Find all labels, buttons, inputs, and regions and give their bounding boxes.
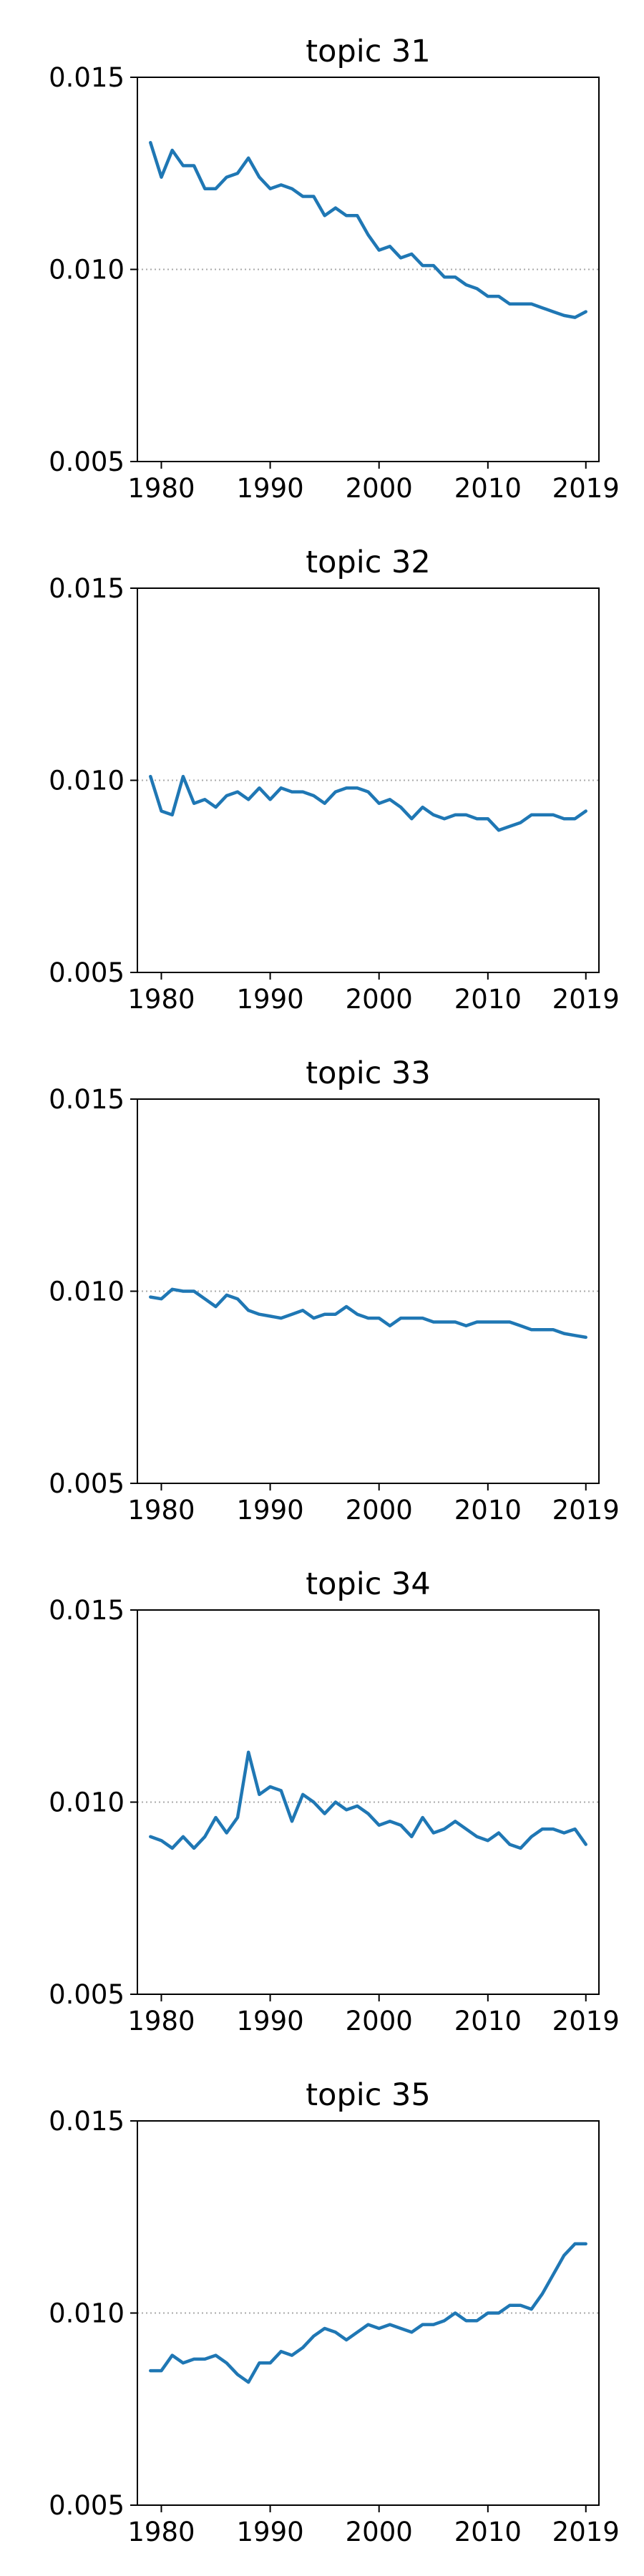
x-tick-label: 2019 [552,984,620,1015]
x-tick-label: 2000 [346,984,413,1015]
chart-title: topic 31 [306,34,430,69]
x-tick-label: 1990 [237,473,304,504]
series-line [149,1750,587,1850]
series-line [149,774,587,832]
y-tick-label: 0.010 [49,255,125,286]
chart-title: topic 33 [306,1055,430,1091]
series-line [149,141,587,319]
chart-panel: topic 35 0.005 0.010 0.015 1980 1990 2000 2010 2… [49,2077,620,2547]
y-tick-label: 0.015 [49,2106,125,2137]
y-tick-label: 0.005 [49,957,125,988]
chart-panel: topic 34 0.005 0.010 0.015 1980 1990 2000 2010 2… [49,1566,620,2036]
chart-title: topic 35 [306,2077,430,2113]
x-tick-label: 2019 [552,2006,620,2036]
y-tick-label: 0.005 [49,2490,125,2521]
y-tick-label: 0.015 [49,1595,125,1626]
y-tick-label: 0.005 [49,447,125,477]
x-tick-label: 2010 [454,2517,522,2547]
x-tick-label: 1990 [237,2517,304,2547]
chart-panel: topic 32 0.005 0.010 0.015 1980 1990 2000 2010 2… [49,545,620,1015]
chart-panel: topic 33 0.005 0.010 0.015 1980 1990 2000 2010 2… [49,1055,620,1526]
x-tick-label: 2010 [454,473,522,504]
x-tick-label: 1980 [127,473,195,504]
x-tick-label: 2019 [552,1495,620,1526]
y-tick-label: 0.005 [49,1979,125,2010]
x-tick-label: 2010 [454,1495,522,1526]
x-tick-label: 2000 [346,2006,413,2036]
x-tick-label: 1980 [127,984,195,1015]
x-tick-label: 2000 [346,2517,413,2547]
y-tick-label: 0.010 [49,2298,125,2329]
series-line [149,1287,587,1340]
y-tick-label: 0.010 [49,1277,125,1307]
series-line [149,2242,587,2384]
x-tick-label: 1980 [127,2006,195,2036]
x-tick-label: 1980 [127,2517,195,2547]
y-tick-label: 0.010 [49,1787,125,1818]
x-tick-label: 1980 [127,1495,195,1526]
x-tick-label: 1990 [237,1495,304,1526]
chart-title: topic 32 [306,545,430,580]
x-tick-label: 2010 [454,984,522,1015]
y-tick-label: 0.015 [49,573,125,604]
x-tick-label: 2010 [454,2006,522,2036]
y-tick-label: 0.005 [49,1468,125,1499]
y-tick-label: 0.015 [49,62,125,93]
x-tick-label: 2000 [346,1495,413,1526]
x-tick-label: 1990 [237,2006,304,2036]
x-tick-label: 2019 [552,473,620,504]
y-tick-label: 0.015 [49,1084,125,1115]
chart-panel: topic 31 0.005 0.010 0.015 1980 1990 2000 2010 2… [49,34,620,504]
x-tick-label: 2019 [552,2517,620,2547]
x-tick-label: 1990 [237,984,304,1015]
x-tick-label: 2000 [346,473,413,504]
y-tick-label: 0.010 [49,766,125,796]
chart-title: topic 34 [306,1566,430,1602]
